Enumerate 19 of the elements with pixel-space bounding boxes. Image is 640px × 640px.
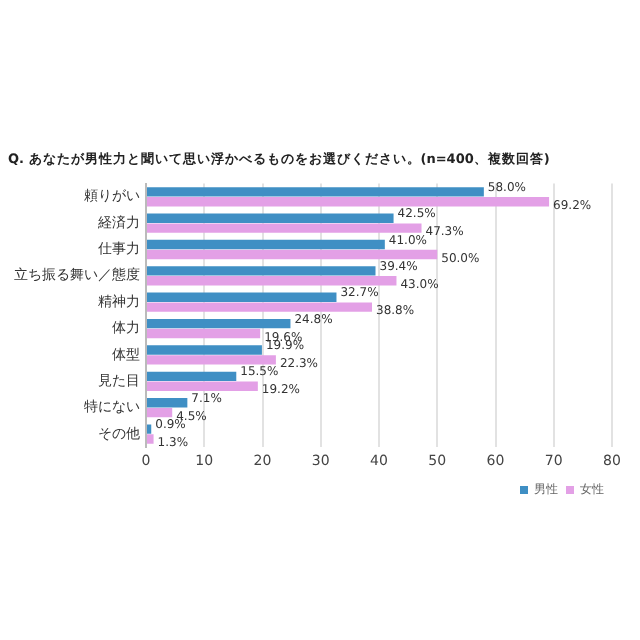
- bar: [147, 398, 188, 408]
- bar: [147, 371, 237, 382]
- bar: [147, 187, 484, 197]
- bar: [147, 407, 173, 418]
- bar: [147, 223, 422, 233]
- bar: [147, 318, 291, 329]
- bar: [147, 249, 438, 260]
- bar: [147, 434, 154, 444]
- bar: [147, 345, 262, 355]
- bar: [147, 213, 394, 223]
- bar: [147, 328, 261, 339]
- bar: [147, 355, 276, 365]
- bar: [147, 197, 550, 207]
- bar: [147, 292, 337, 302]
- bar: [147, 381, 258, 391]
- bar: [147, 302, 373, 312]
- bar: [147, 276, 397, 286]
- bar: [147, 266, 376, 276]
- bar: [147, 239, 385, 250]
